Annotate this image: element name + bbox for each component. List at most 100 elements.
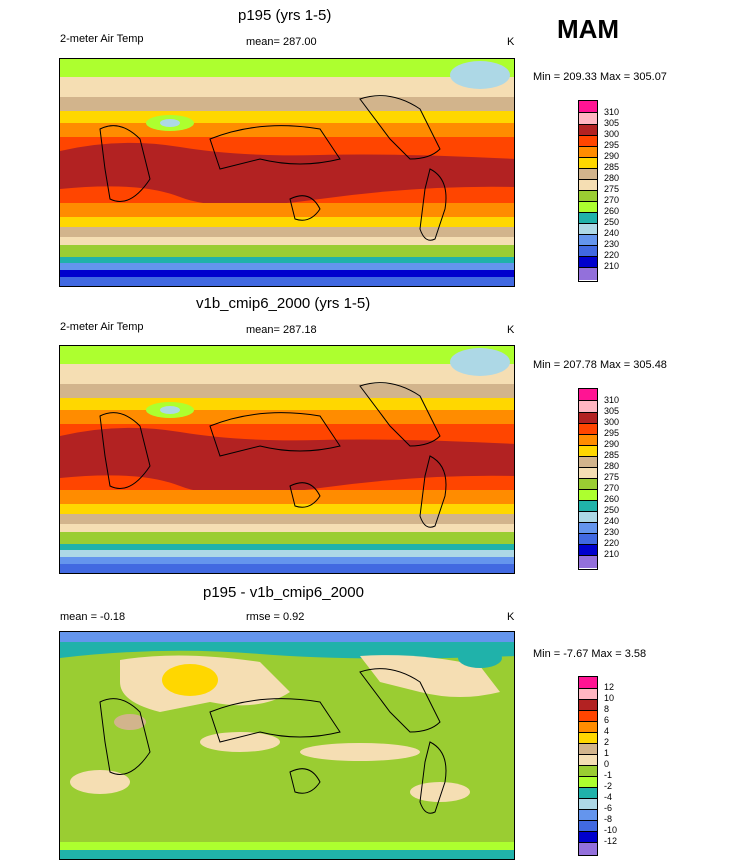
colorbar-swatch: [579, 766, 597, 777]
colorbar-swatch: [579, 545, 597, 556]
panel-1-variable-label: 2-meter Air Temp: [60, 33, 144, 45]
colorbar-swatch: [579, 534, 597, 545]
colorbar-swatch: [579, 235, 597, 246]
colorbar-swatch: [579, 413, 597, 424]
panel-1-mean-label: mean= 287.00: [246, 36, 317, 48]
colorbar-tick-label: -2: [604, 781, 613, 791]
colorbar-tick-label: 275: [604, 472, 620, 482]
panel-3-minmax: Min = -7.67 Max = 3.58: [533, 648, 647, 660]
colorbar-swatch: [579, 435, 597, 446]
colorbar-tick-label: 285: [604, 162, 620, 172]
colorbar-tick-label: -1: [604, 770, 613, 780]
colorbar-tick-label: 0: [604, 759, 610, 769]
colorbar-tick-label: 310: [604, 107, 620, 117]
colorbar-tick-label: 210: [604, 261, 620, 271]
colorbar-swatch: [579, 744, 597, 755]
colorbar-swatch: [579, 677, 597, 689]
panel-2-map: [59, 345, 515, 574]
panel-1-units: K: [507, 36, 515, 48]
colorbar-tick-label: 285: [604, 450, 620, 460]
colorbar-swatch: [579, 101, 597, 113]
colorbar-swatch: [579, 490, 597, 501]
colorbar-tick-label: 305: [604, 118, 620, 128]
colorbar-swatch: [579, 169, 597, 180]
colorbar-tick-label: -10: [604, 825, 618, 835]
colorbar-tick-label: 280: [604, 461, 620, 471]
colorbar-tick-label: 210: [604, 549, 620, 559]
colorbar-swatch: [579, 556, 597, 568]
panel-2-title: v1b_cmip6_2000 (yrs 1-5): [196, 295, 371, 312]
colorbar-tick-label: 270: [604, 195, 620, 205]
colorbar-tick-label: 230: [604, 239, 620, 249]
colorbar-swatch: [579, 523, 597, 534]
colorbar-tick-label: 12: [604, 682, 615, 692]
panel-3-rmse-label: rmse = 0.92: [246, 611, 305, 623]
colorbar-tick-label: 260: [604, 494, 620, 504]
colorbar-tick-label: 2: [604, 737, 610, 747]
colorbar-tick-label: 10: [604, 693, 615, 703]
colorbar-swatch: [579, 224, 597, 235]
colorbar-tick-label: 6: [604, 715, 610, 725]
colorbar-tick-label: -8: [604, 814, 613, 824]
colorbar-swatch: [579, 810, 597, 821]
colorbar-swatch: [579, 401, 597, 413]
colorbar-swatch: [579, 711, 597, 722]
colorbar-swatch: [579, 113, 597, 125]
colorbar-tick-label: 270: [604, 483, 620, 493]
colorbar-tick-label: -4: [604, 792, 613, 802]
colorbar-tick-label: 8: [604, 704, 610, 714]
colorbar-swatch: [579, 512, 597, 523]
panel-1-title: p195 (yrs 1-5): [238, 7, 332, 24]
colorbar-swatch: [579, 125, 597, 136]
colorbar-swatch: [579, 246, 597, 257]
colorbar-swatch: [579, 777, 597, 788]
panel-3-mean-label: mean = -0.18: [60, 611, 126, 623]
colorbar-tick-label: 290: [604, 151, 620, 161]
colorbar-swatch: [579, 468, 597, 479]
colorbar-tick-label: 295: [604, 428, 620, 438]
colorbar-tick-label: 295: [604, 140, 620, 150]
colorbar-tick-label: 305: [604, 406, 620, 416]
colorbar-tick-label: 4: [604, 726, 610, 736]
colorbar-tick-label: 300: [604, 417, 620, 427]
colorbar-swatch: [579, 722, 597, 733]
colorbar-swatch: [579, 755, 597, 766]
colorbar-tick-label: -12: [604, 836, 618, 846]
colorbar-tick-label: 280: [604, 173, 620, 183]
panel-2-variable-label: 2-meter Air Temp: [60, 321, 144, 333]
colorbar-tick-label: 250: [604, 217, 620, 227]
colorbar-swatch: [579, 733, 597, 744]
colorbar-tick-label: 275: [604, 184, 620, 194]
colorbar-swatch: [579, 147, 597, 158]
colorbar-swatch: [579, 832, 597, 843]
colorbar-swatch: [579, 158, 597, 169]
colorbar-swatch: [579, 479, 597, 490]
colorbar-swatch: [579, 268, 597, 280]
panel-3-title: p195 - v1b_cmip6_2000: [203, 584, 364, 601]
colorbar-tick-label: 240: [604, 228, 620, 238]
panel-1-map: [59, 58, 515, 287]
panel-2-units: K: [507, 324, 515, 336]
panel-3-colorbar: [578, 676, 598, 856]
colorbar-tick-label: 300: [604, 129, 620, 139]
panel-1-minmax: Min = 209.33 Max = 305.07: [533, 71, 667, 83]
colorbar-tick-label: 260: [604, 206, 620, 216]
colorbar-swatch: [579, 700, 597, 711]
colorbar-tick-label: 310: [604, 395, 620, 405]
colorbar-swatch: [579, 136, 597, 147]
season-label: MAM: [557, 14, 620, 44]
colorbar-tick-label: 250: [604, 505, 620, 515]
colorbar-swatch: [579, 213, 597, 224]
colorbar-tick-label: 220: [604, 538, 620, 548]
colorbar-tick-label: 1: [604, 748, 610, 758]
colorbar-swatch: [579, 457, 597, 468]
colorbar-tick-label: -6: [604, 803, 613, 813]
colorbar-tick-label: 240: [604, 516, 620, 526]
colorbar-swatch: [579, 191, 597, 202]
colorbar-swatch: [579, 501, 597, 512]
colorbar-swatch: [579, 202, 597, 213]
colorbar-swatch: [579, 799, 597, 810]
panel-2-colorbar: [578, 388, 598, 570]
colorbar-tick-label: 290: [604, 439, 620, 449]
colorbar-swatch: [579, 257, 597, 268]
